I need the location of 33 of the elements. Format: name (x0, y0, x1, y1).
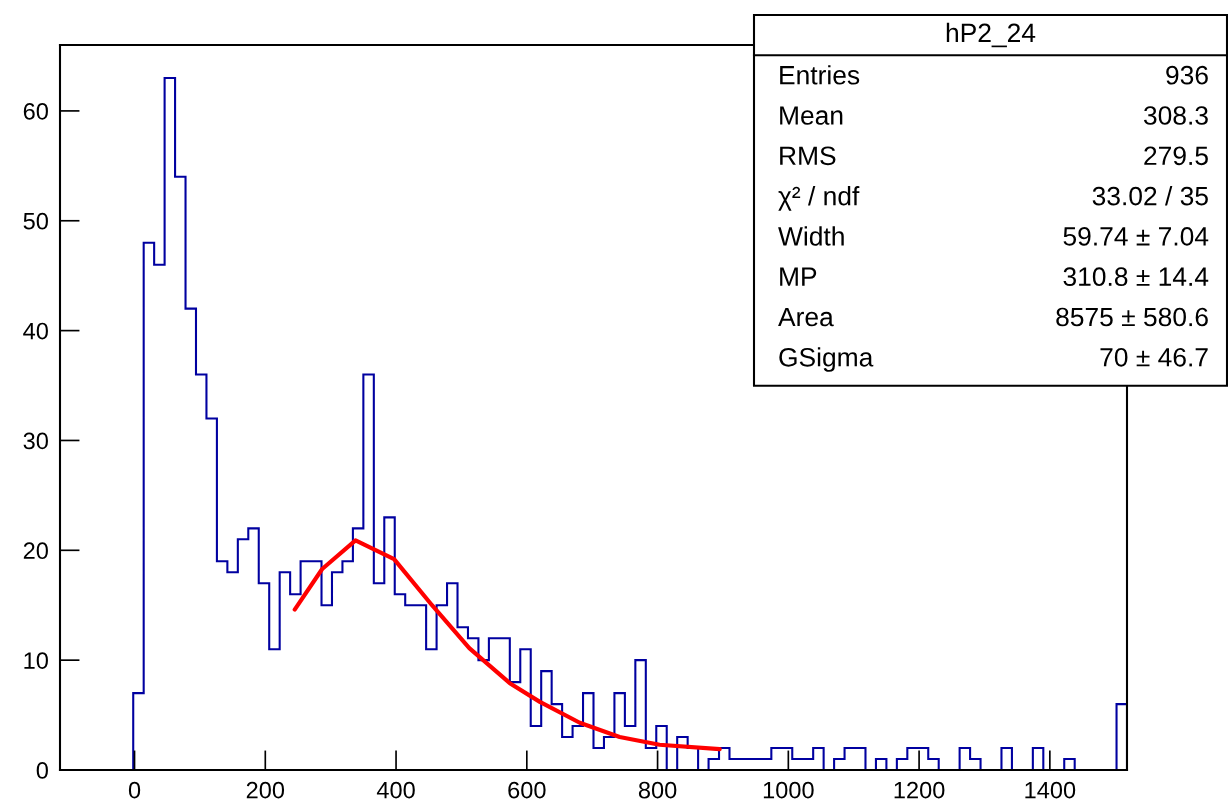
annotation: MP (780, 267, 817, 286)
y-tick-label: 50 (23, 212, 48, 230)
annotation: 59.74 ± 7.04 (1063, 227, 1209, 246)
line-series (292, 538, 722, 752)
x-tick-label: 200 (246, 781, 285, 799)
annotation: Entries (780, 65, 860, 85)
annotation: hP2_24 (946, 22, 1036, 48)
y-tick-label: 30 (23, 432, 48, 450)
text: 279.5 (1144, 146, 1208, 166)
text: 936 (1166, 65, 1208, 85)
x-tick-label: 400 (376, 781, 415, 799)
annotation: 70 ± 46.7 (1100, 347, 1208, 367)
annotation: 310.8 ± 14.4 (1063, 267, 1209, 287)
annotation: 33.02 / 35 (1092, 186, 1208, 206)
annotation: RMS (780, 146, 836, 166)
y-tick-label: 0 (36, 762, 48, 779)
annotation: GSigma (779, 347, 874, 372)
x-tick-label: 1400 (1025, 781, 1076, 799)
x-tick-label: 1200 (894, 781, 945, 799)
x-tick-label: 800 (638, 781, 677, 799)
annotation: χ² / ndf (778, 186, 860, 211)
x-tick-label: 0 (128, 781, 141, 799)
text: 308.3 (1143, 106, 1208, 125)
annotation: 8575 ± 580.6 (1056, 307, 1208, 327)
annotation: Area (778, 307, 834, 327)
y-tick-label: 20 (23, 542, 48, 560)
annotation: Mean (780, 106, 843, 125)
y-tick-label: 10 (24, 652, 48, 669)
y-tick-label: 60 (23, 102, 48, 120)
y-tick-label: 40 (23, 322, 48, 340)
x-tick-label: 600 (508, 781, 546, 799)
x-tick-label: 1000 (763, 781, 814, 799)
annotation: Width (778, 226, 844, 246)
